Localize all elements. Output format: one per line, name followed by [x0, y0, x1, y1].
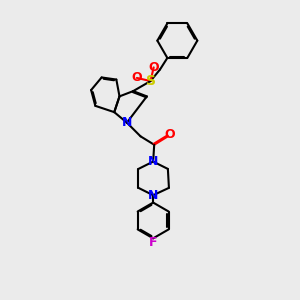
Text: N: N	[122, 116, 132, 129]
Text: O: O	[131, 71, 142, 84]
Text: O: O	[164, 128, 175, 141]
Text: O: O	[148, 61, 159, 74]
Text: S: S	[146, 74, 155, 88]
Text: N: N	[148, 189, 158, 202]
Text: F: F	[149, 236, 158, 250]
Text: N: N	[148, 155, 158, 168]
